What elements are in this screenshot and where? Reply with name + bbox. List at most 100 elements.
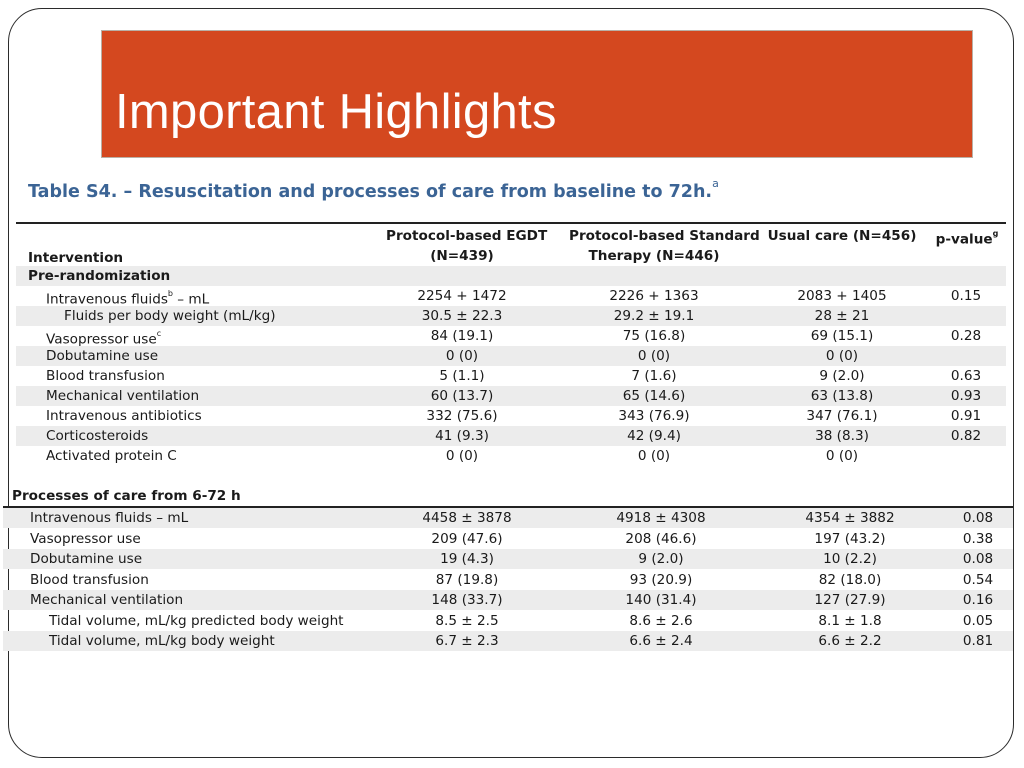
cell-usual: 8.1 ± 1.8 [818,612,882,629]
cell-standard: 6.6 ± 2.4 [629,633,693,649]
slide-title: Important Highlights [115,85,557,139]
cell-p-value: 0.28 [950,328,982,344]
table-row: Activated protein C 0 (0) 0 (0) 0 (0) [16,446,1006,466]
cell-egdt: 0 (0) [445,348,479,364]
row-label: Vasopressor usec [46,329,162,348]
row-label: Dobutamine use [46,348,159,364]
cell-p-value: 0.15 [950,288,982,304]
cell-p-value: 0.38 [962,530,994,547]
row-label: Mechanical ventilation [46,388,200,404]
cell-p-value: 0.05 [962,612,994,629]
section-divider [3,506,1013,508]
header-egdt: Protocol-based EGDT (N=439) [386,228,548,264]
header-standard-therapy: Protocol-based Standard Therapy (N=446) [569,228,760,264]
title-banner [101,30,973,158]
row-label: Intravenous fluidsb – mL [46,289,210,308]
cell-p-value: 0.93 [950,388,982,404]
cell-egdt: 84 (19.1) [430,328,494,344]
cell-egdt: 5 (1.1) [439,368,485,384]
cell-standard: 2226 + 1363 [609,288,699,304]
cell-p-value: 0.16 [962,592,994,608]
cell-usual: 69 (15.1) [810,328,874,344]
cell-egdt: 30.5 ± 22.3 [421,308,503,324]
cell-p-value: 0.82 [950,428,982,444]
cell-p-value: 0.08 [962,551,994,567]
cell-standard: 0 (0) [637,448,671,464]
cell-egdt: 148 (33.7) [431,592,503,608]
cell-standard: 4918 ± 4308 [616,510,706,526]
table-row: Vasopressor use 209 (47.6) 208 (46.6) 197 (… [3,529,1013,549]
cell-standard: 9 (2.0) [638,551,684,567]
table-title-footnote: a [712,177,719,190]
cell-standard: 42 (9.4) [627,428,681,444]
section-title-processes: Processes of care from 6-72 h [12,488,241,504]
row-label: Vasopressor use [30,530,141,547]
table-header: Intervention Protocol-based EGDT (N=439)… [16,222,1006,270]
cell-standard: 29.2 ± 19.1 [613,308,695,324]
row-label: Intravenous antibiotics [46,408,202,424]
cell-standard: 0 (0) [637,348,671,364]
table-row: Corticosteroids 41 (9.3) 42 (9.4) 38 (8.3) 0… [16,426,1006,446]
cell-usual: 2083 + 1405 [797,288,887,304]
cell-usual: 9 (2.0) [819,368,865,384]
row-label: Dobutamine use [30,551,143,567]
cell-p-value: 0.63 [950,368,982,384]
table-row: Tidal volume, mL/kg predicted body weigh… [3,611,1013,631]
table-row: Blood transfusion 5 (1.1) 7 (1.6) 9 (2.0) 0.… [16,366,1006,386]
table-row: Intravenous fluidsb – mL 2254 + 1472 2226 … [16,286,1006,308]
cell-usual: 197 (43.2) [814,530,886,547]
cell-egdt: 2254 + 1472 [417,288,507,304]
cell-egdt: 4458 ± 3878 [422,510,512,526]
cell-standard: 140 (31.4) [625,592,697,608]
cell-usual: 82 (18.0) [818,571,882,588]
cell-p-value: 0.81 [962,633,994,649]
section-title-pre-randomization: Pre-randomization [16,266,1006,286]
cell-p-value: 0.54 [962,571,994,588]
cell-egdt: 332 (75.6) [426,408,498,424]
table-row: Intravenous fluids – mL 4458 ± 3878 4918 ±… [3,508,1013,528]
table-row: Dobutamine use 19 (4.3) 9 (2.0) 10 (2.2) 0.0… [3,549,1013,569]
cell-usual: 28 ± 21 [814,308,870,324]
row-label: Mechanical ventilation [30,592,184,608]
table-title: Table S4. – Resuscitation and processes … [28,177,719,202]
cell-usual: 6.6 ± 2.2 [818,633,882,649]
row-label: Intravenous fluids – mL [30,510,189,526]
cell-usual: 127 (27.9) [814,592,886,608]
table-row: Tidal volume, mL/kg body weight 6.7 ± 2.3… [3,631,1013,651]
cell-egdt: 41 (9.3) [435,428,489,444]
header-usual-care: Usual care (N=456) [767,228,917,244]
cell-usual: 4354 ± 3882 [805,510,895,526]
cell-standard: 7 (1.6) [631,368,677,384]
table-row: Dobutamine use 0 (0) 0 (0) 0 (0) [16,346,1006,366]
table-row: Intravenous antibiotics 332 (75.6) 343 (76… [16,406,1006,426]
cell-p-value: 0.91 [950,408,982,424]
table-row: Mechanical ventilation 148 (33.7) 140 (31.… [3,590,1013,610]
table-row: Blood transfusion 87 (19.8) 93 (20.9) 82 (1… [3,570,1013,590]
row-label: Tidal volume, mL/kg body weight [49,633,275,649]
header-intervention: Intervention [28,250,124,266]
cell-standard: 343 (76.9) [618,408,690,424]
cell-egdt: 19 (4.3) [440,551,494,567]
cell-egdt: 6.7 ± 2.3 [435,633,499,649]
row-label: Activated protein C [46,448,177,464]
cell-usual: 0 (0) [825,348,859,364]
cell-standard: 208 (46.6) [625,530,697,547]
cell-p-value: 0.08 [962,510,994,526]
table-row: Fluids per body weight (mL/kg) 30.5 ± 22.… [16,306,1006,326]
cell-standard: 75 (16.8) [622,328,686,344]
cell-standard: 65 (14.6) [622,388,686,404]
cell-egdt: 0 (0) [445,448,479,464]
cell-usual: 347 (76.1) [806,408,878,424]
slide-frame [8,8,1014,758]
row-label: Tidal volume, mL/kg predicted body weigh… [49,612,344,629]
cell-egdt: 209 (47.6) [431,530,503,547]
cell-usual: 10 (2.2) [823,551,877,567]
header-p-value: p-valueg [935,229,999,248]
row-label: Corticosteroids [46,428,149,444]
table-row: Vasopressor usec 84 (19.1) 75 (16.8) 69 (15… [16,326,1006,348]
cell-standard: 93 (20.9) [629,571,693,588]
cell-usual: 63 (13.8) [810,388,874,404]
cell-usual: 0 (0) [825,448,859,464]
cell-egdt: 8.5 ± 2.5 [435,612,499,629]
cell-usual: 38 (8.3) [815,428,869,444]
